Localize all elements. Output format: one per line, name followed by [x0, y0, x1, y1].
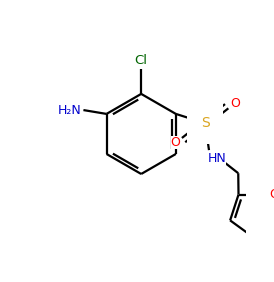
Text: O: O: [270, 188, 274, 201]
Text: Cl: Cl: [135, 54, 148, 67]
Text: HN: HN: [207, 152, 226, 166]
Text: O: O: [171, 136, 181, 149]
Text: H₂N: H₂N: [57, 103, 81, 116]
Text: S: S: [201, 116, 210, 130]
Text: O: O: [230, 97, 240, 111]
